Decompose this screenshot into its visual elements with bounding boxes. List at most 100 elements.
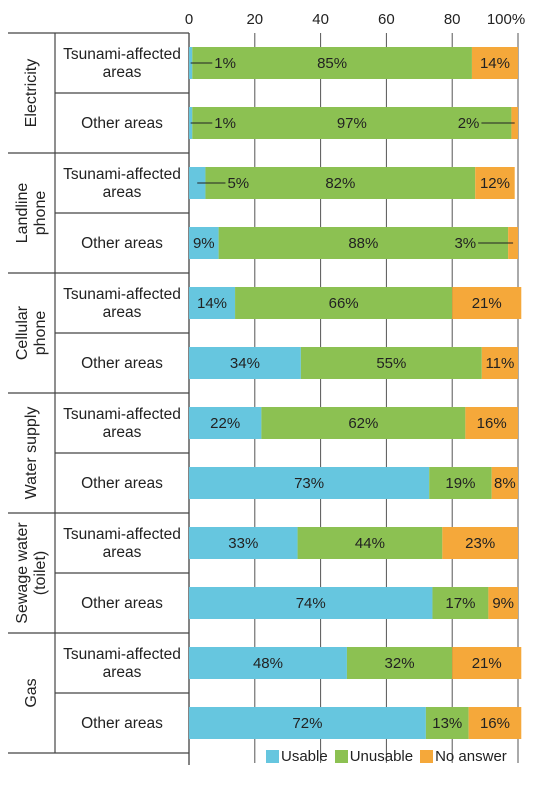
category-label: Landline [14,183,31,244]
data-label: 74% [296,595,326,612]
sub-category-label: Other areas [81,355,163,372]
sub-category-label: Other areas [81,715,163,732]
x-tick-label: 20 [246,11,263,28]
x-tick-label: 0 [185,11,193,28]
bar-segment [452,647,522,679]
bar-segment [189,527,298,559]
bar-segment [189,347,301,379]
data-label: 14% [480,55,510,72]
sub-category-label: areas [103,304,142,321]
bar-segment [465,407,518,439]
category-label: (toilet) [32,551,49,595]
data-label: 11% [485,355,514,372]
legend-item-no-answer: No answer [420,748,507,765]
data-label: 82% [325,175,355,192]
data-label: 97% [337,115,367,132]
data-label: 21% [472,655,502,672]
bar-segment [491,467,518,499]
bar-segment [471,47,518,79]
bar-segment [300,347,482,379]
category-label: Cellular [14,305,31,360]
sub-category-label: Other areas [81,595,163,612]
x-tick-label: 60 [378,11,395,28]
bar-segment [192,47,472,79]
data-label: 16% [480,715,510,732]
bar-segment [189,587,433,619]
bar-segment [205,167,476,199]
legend-item-usable: Usable [266,748,328,765]
sub-category-label: areas [103,424,142,441]
bar-segment [346,647,453,679]
data-label: 9% [193,235,215,252]
data-label: 88% [348,235,378,252]
data-label: 12% [480,175,510,192]
x-tick-label: 80 [444,11,461,28]
sub-category-label: Tsunami-affected [63,646,181,663]
data-label: 34% [230,355,260,372]
category-label: phone [32,191,49,236]
bar-segment [488,587,518,619]
bar-segment [235,287,453,319]
x-tick-label: 40 [312,11,329,28]
bar-segment [429,467,492,499]
data-label: 17% [445,595,475,612]
data-label: 1% [214,55,236,72]
data-label: 2% [458,115,480,132]
data-label: 14% [197,295,227,312]
data-label: 33% [228,535,258,552]
data-label: 13% [432,715,462,732]
bar-segment [425,707,469,739]
legend-swatch-no-answer [420,750,434,763]
sub-category-label: Tsunami-affected [63,406,181,423]
bar-segment [189,227,219,259]
legend-swatch-unusable [334,750,348,763]
sub-category-label: Other areas [81,475,163,492]
data-label: 73% [294,475,324,492]
bar-segment [189,707,426,739]
sub-category-label: areas [103,64,142,81]
data-label: 62% [348,415,378,432]
data-label: 23% [465,535,495,552]
sub-category-label: Tsunami-affected [63,286,181,303]
bar-segment [189,647,347,679]
legend-label-usable: Usable [281,748,328,765]
sub-category-label: Tsunami-affected [63,526,181,543]
bar-segment [452,287,522,319]
data-label: 48% [253,655,283,672]
data-label: 44% [355,535,385,552]
data-label: 21% [472,295,502,312]
sub-category-label: areas [103,664,142,681]
bar-segment [189,467,430,499]
data-label: 32% [385,655,415,672]
legend-item-unusable: Unusable [334,748,414,765]
data-label: 66% [329,295,359,312]
bar-segment [442,527,518,559]
sub-category-label: areas [103,544,142,561]
bar-segment [468,707,522,739]
category-label: Electricity [23,59,40,127]
bar-segment [189,407,262,439]
bar-segment [189,287,236,319]
data-label: 19% [445,475,475,492]
category-label: phone [32,311,49,356]
sub-category-label: Other areas [81,235,163,252]
category-label: Sewage water [14,522,31,624]
bar-segment [192,107,512,139]
data-label: 1% [214,115,236,132]
data-label: 3% [454,235,476,252]
legend: Usable Unusable No answer [266,748,514,765]
data-label: 22% [210,415,240,432]
bar-segment [297,527,443,559]
data-label: 5% [227,175,249,192]
bar-segment [481,347,518,379]
legend-label-no-answer: No answer [435,748,507,765]
legend-label-unusable: Unusable [349,748,414,765]
bar-segment [475,167,515,199]
sub-category-label: Tsunami-affected [63,46,181,63]
bar-segment [261,407,466,439]
data-label: 55% [376,355,406,372]
category-label: Gas [23,678,40,707]
bar-segment [189,107,193,139]
data-label: 8% [494,475,516,492]
